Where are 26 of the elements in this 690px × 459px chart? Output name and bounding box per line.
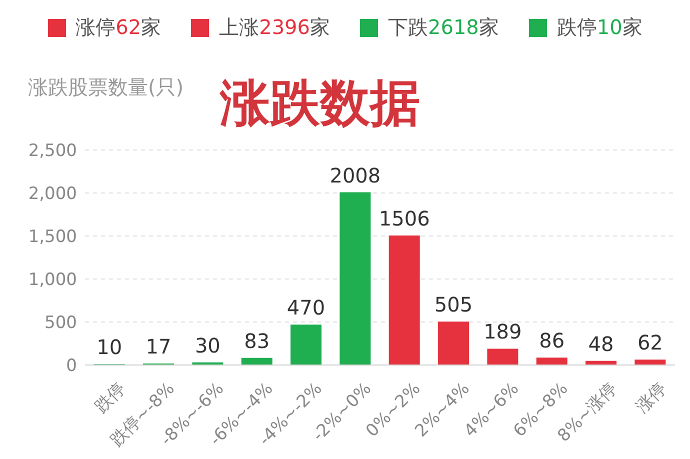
text: 涨停62家 <box>76 15 162 39</box>
data-label: 2008 <box>330 163 381 188</box>
text: 跌停10家 <box>556 15 642 39</box>
data-label: 83 <box>244 328 270 353</box>
data-label: 17 <box>146 334 172 359</box>
y-tick-label: 2,500 <box>28 141 77 162</box>
text: 上涨2396家 <box>219 15 330 39</box>
chart-title: 涨跌数据 <box>220 73 420 134</box>
data-label: 189 <box>484 320 522 344</box>
data-label: 10 <box>96 335 122 360</box>
data-label: 62 <box>637 330 663 355</box>
data-label: 86 <box>539 328 565 353</box>
data-label: 48 <box>588 332 614 356</box>
data-label: 30 <box>194 333 220 358</box>
y-tick-label: 0 <box>66 356 77 376</box>
text: 下跌2618家 <box>388 15 499 39</box>
y-tick-label: 500 <box>44 313 77 334</box>
data-label: 505 <box>434 292 473 317</box>
data-label: 470 <box>286 296 326 320</box>
x-tick-label: 跌停 <box>91 378 130 418</box>
y-tick-label: 1,500 <box>28 227 77 248</box>
data-label: 1506 <box>378 206 430 230</box>
y-axis-title: 涨跌股票数量(只) <box>28 74 184 101</box>
y-tick-label: 1,000 <box>28 270 77 290</box>
x-tick-label: 涨停 <box>632 378 670 418</box>
y-tick-label: 2,000 <box>28 184 77 204</box>
